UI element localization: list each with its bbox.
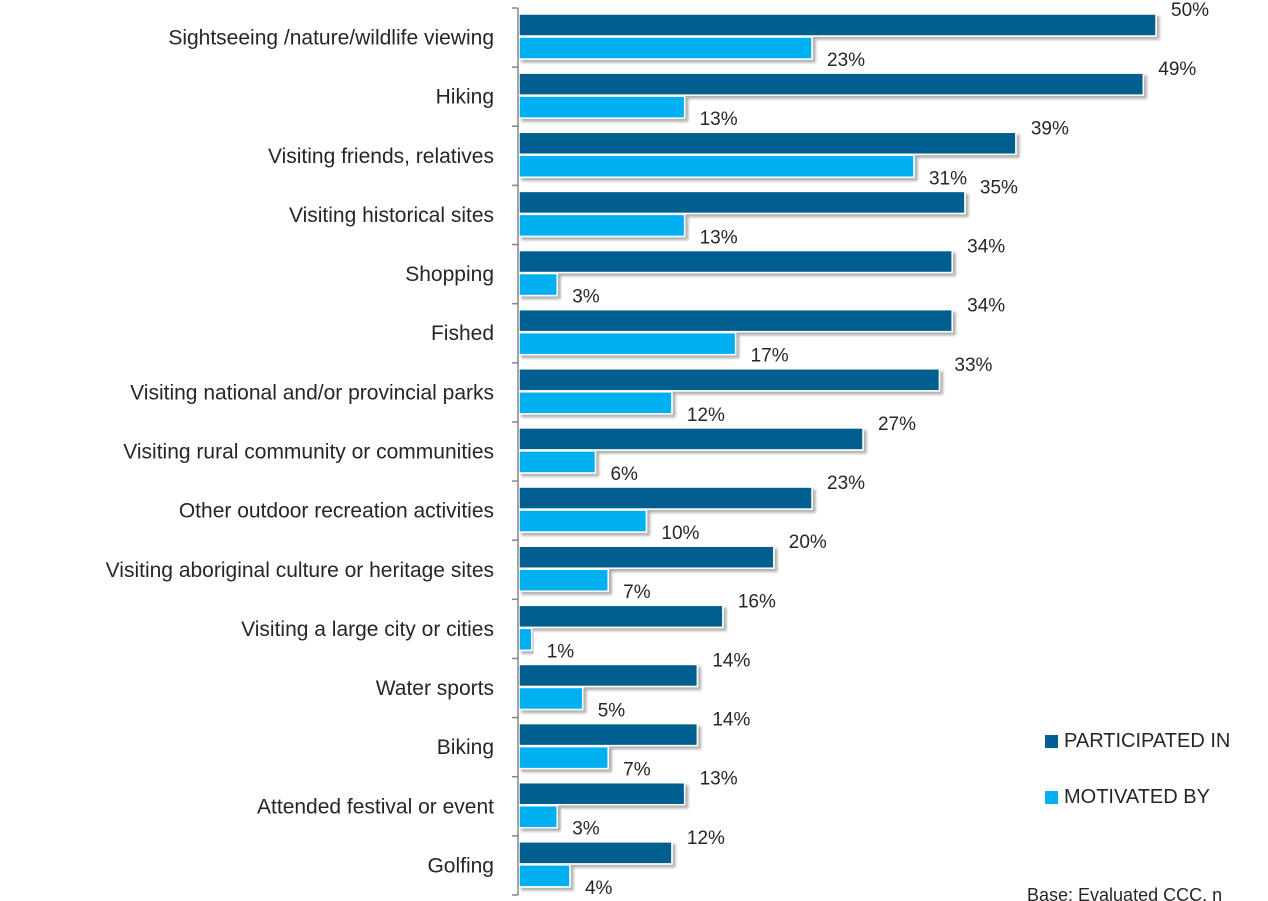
bar-motivated (518, 450, 597, 474)
value-label-participated: 39% (1031, 118, 1069, 139)
bar-motivated (518, 95, 686, 119)
value-label-participated: 50% (1171, 0, 1209, 21)
bar-motivated (518, 568, 609, 592)
bar-participated (518, 841, 673, 865)
bar-motivated (518, 213, 686, 238)
category-label: Fished (431, 322, 494, 345)
bar-participated (518, 131, 1017, 156)
bar-motivated (518, 391, 673, 415)
bar-participated (518, 72, 1145, 96)
category-label: Visiting rural community or communities (123, 441, 494, 464)
bar-participated (518, 368, 941, 392)
bar-motivated (518, 36, 813, 60)
category-label: Visiting aboriginal culture or heritage … (106, 559, 494, 582)
category-axis (512, 7, 519, 896)
value-label-motivated: 17% (751, 346, 789, 367)
bar-participated (518, 545, 775, 569)
value-label-motivated: 6% (610, 464, 638, 485)
value-label-participated: 33% (954, 355, 992, 376)
value-label-motivated: 4% (585, 878, 613, 899)
value-label-motivated: 13% (700, 227, 738, 248)
value-label-motivated: 31% (929, 168, 967, 189)
value-label-motivated: 13% (700, 109, 738, 130)
value-label-participated: 49% (1158, 59, 1196, 80)
bar-motivated (518, 745, 609, 770)
category-label: Sightseeing /nature/wildlife viewing (168, 27, 494, 50)
value-label-participated: 20% (789, 532, 827, 553)
category-label: Visiting national and/or provincial park… (130, 381, 494, 404)
bar-participated (518, 722, 699, 747)
value-label-participated: 35% (980, 177, 1018, 198)
legend-label-motivated: MOTIVATED BY (1064, 786, 1210, 808)
value-label-participated: 16% (738, 591, 776, 612)
value-label-participated: 12% (687, 828, 725, 849)
value-label-motivated: 23% (827, 50, 865, 71)
bar-motivated (518, 272, 558, 297)
base-note: Base: Evaluated CCC, n (1027, 885, 1222, 901)
category-label: Other outdoor recreation activities (179, 500, 494, 523)
category-label: Water sports (376, 677, 494, 700)
value-label-motivated: 7% (623, 760, 651, 781)
bar-motivated (518, 509, 648, 533)
category-labels-group: Sightseeing /nature/wildlife viewing Hiki… (106, 27, 494, 878)
legend-swatch-participated (1045, 735, 1058, 748)
bar-participated (518, 13, 1157, 37)
bars-group (518, 13, 1157, 888)
bar-participated (518, 249, 953, 274)
category-label: Visiting a large city or cities (241, 618, 494, 641)
value-label-participated: 34% (967, 237, 1005, 258)
category-label: Biking (437, 736, 494, 759)
bar-participated (518, 663, 699, 688)
legend-swatch-motivated (1045, 791, 1058, 804)
value-label-motivated: 1% (547, 641, 575, 662)
category-label: Golfing (427, 854, 494, 877)
value-label-motivated: 3% (572, 819, 600, 840)
bar-motivated (518, 864, 571, 888)
bar-motivated (518, 804, 558, 829)
value-label-participated: 14% (712, 710, 750, 731)
bar-participated (518, 427, 864, 451)
bar-participated (518, 604, 724, 629)
category-label: Hiking (436, 86, 494, 109)
value-labels-group: 50% 23% 49% 13% 39% 31% 35% 13% 34% 3% 34% 17% 33% 12… (547, 0, 1209, 899)
base-note-group: Base: Evaluated CCC, n (1027, 885, 1222, 901)
bar-motivated (518, 154, 915, 179)
legend-label-participated: PARTICIPATED IN (1064, 730, 1230, 752)
legend: PARTICIPATED IN MOTIVATED BY (1045, 730, 1230, 808)
value-label-participated: 23% (827, 473, 865, 494)
value-label-motivated: 12% (687, 405, 725, 426)
category-label: Attended festival or event (257, 795, 494, 818)
bar-motivated (518, 331, 737, 356)
value-label-participated: 34% (967, 296, 1005, 317)
bar-participated (518, 486, 813, 510)
bar-participated (518, 308, 953, 333)
value-label-motivated: 5% (598, 700, 626, 721)
value-label-participated: 13% (700, 769, 738, 790)
bar-participated (518, 781, 686, 806)
category-label: Visiting historical sites (289, 204, 494, 227)
value-label-participated: 27% (878, 414, 916, 435)
bar-participated (518, 190, 966, 215)
value-label-participated: 14% (712, 650, 750, 671)
category-label: Visiting friends, relatives (268, 145, 494, 168)
value-label-motivated: 10% (661, 523, 699, 544)
bar-motivated (518, 686, 584, 711)
bar-motivated (518, 627, 533, 652)
value-label-motivated: 3% (572, 287, 600, 308)
value-label-motivated: 7% (623, 582, 651, 603)
category-label: Shopping (405, 263, 494, 286)
